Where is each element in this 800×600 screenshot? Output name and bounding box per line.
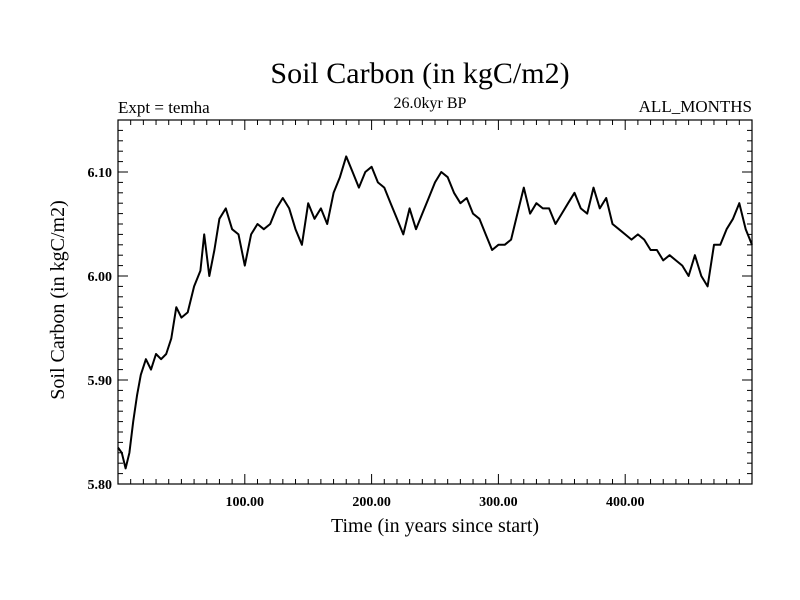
x-tick-label: 200.00 bbox=[352, 495, 391, 510]
experiment-label: Expt = temha bbox=[118, 98, 210, 117]
series-group bbox=[117, 155, 753, 470]
plot-area bbox=[117, 119, 753, 485]
x-tick-label: 100.00 bbox=[226, 495, 265, 510]
y-axis-label: Soil Carbon (in kgC/m2) bbox=[47, 200, 69, 399]
months-label: ALL_MONTHS bbox=[639, 97, 752, 116]
chart-title: Soil Carbon (in kgC/m2) bbox=[270, 57, 569, 90]
x-tick-label: 400.00 bbox=[606, 495, 645, 510]
soil-carbon-line bbox=[117, 155, 753, 470]
y-tick-label: 5.90 bbox=[88, 374, 113, 389]
y-axis: 5.80 5.90 6.00 6.10 bbox=[88, 129, 752, 493]
y-tick-label: 6.10 bbox=[88, 166, 113, 181]
y-tick-label: 5.80 bbox=[88, 478, 113, 493]
x-axis: 100.00 200.00 300.00 400.00 bbox=[130, 120, 740, 510]
x-axis-label: Time (in years since start) bbox=[331, 515, 539, 537]
x-tick-label: 300.00 bbox=[479, 495, 518, 510]
y-tick-label: 6.00 bbox=[88, 270, 113, 285]
period-label: 26.0kyr BP bbox=[394, 95, 467, 112]
plot-frame bbox=[117, 119, 753, 485]
